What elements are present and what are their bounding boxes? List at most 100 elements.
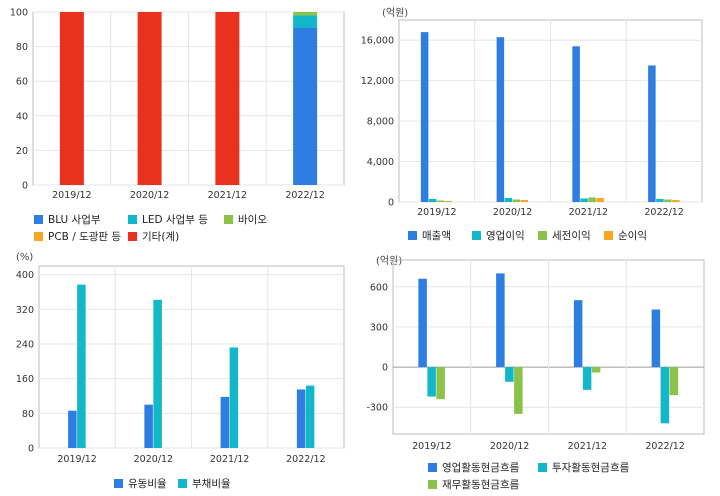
bar — [664, 199, 672, 202]
legend-income: 매출액 영업이익 세전이익 순이익 — [408, 228, 718, 246]
x-tick-label: 2020/12 — [493, 207, 532, 218]
bar — [144, 404, 153, 448]
legend-item-financing-cf: 재무활동현금흐름 — [428, 477, 519, 493]
bar — [591, 367, 601, 373]
bar — [512, 199, 521, 202]
bar — [293, 15, 318, 28]
bar — [137, 12, 162, 185]
chart-ratios: 0 80 160 240 320 400 2019/12 2020/12 2021/12 2022… — [16, 265, 345, 465]
legend-segments: BLU 사업부 LED 사업부 등 바이오 PCB / 도광판 등 기타(계) — [34, 212, 354, 246]
legend-label: 순이익 — [618, 230, 647, 242]
y-tick-label: 0 — [388, 198, 394, 209]
x-tick-label: 2021/12 — [208, 190, 247, 201]
bar — [520, 199, 529, 202]
y-tick-label: 16,000 — [361, 36, 394, 47]
x-tick-label: 2022/12 — [644, 207, 683, 218]
legend-label: LED 사업부 등 — [142, 214, 208, 226]
bar — [496, 273, 505, 368]
legend-swatch — [472, 231, 481, 240]
bar — [651, 309, 661, 368]
bar — [514, 367, 523, 414]
chart-income: 0 4,000 8,000 12,000 16,000 2019/12 2020/12 202… — [361, 19, 703, 218]
legend-item-investing-cf: 투자활동현금흐름 — [538, 460, 629, 476]
y-tick-label: 100 — [10, 8, 28, 19]
y-tick-label: 0 — [382, 363, 388, 374]
bar — [436, 367, 445, 400]
chart-panel-income: (억원) 0 4,000 8,000 12,000 16,000 2019/12 2020/… — [360, 0, 720, 248]
x-tick-label: 2019/12 — [412, 441, 451, 452]
x-tick-label: 2019/12 — [57, 454, 96, 465]
x-tick-label: 2022/12 — [286, 454, 325, 465]
x-tick-label: 2022/12 — [645, 441, 684, 452]
chart-panel-ratios: (%) 0 80 160 240 320 400 2019/12 2020/12 2021/12… — [0, 248, 360, 496]
legend-item-other: 기타(계) — [128, 229, 179, 245]
y-tick-label: 0 — [28, 444, 34, 455]
legend-swatch — [114, 479, 123, 488]
bar — [293, 12, 318, 16]
unit-label: (억원) — [376, 256, 403, 267]
legend-swatch — [128, 232, 137, 241]
y-tick-label: 20 — [16, 146, 28, 157]
legend-label: 투자활동현금흐름 — [552, 462, 630, 474]
y-tick-label: 400 — [16, 270, 34, 281]
bar — [580, 198, 588, 202]
bar — [293, 27, 318, 185]
legend-item-revenue: 매출액 — [408, 228, 451, 244]
legend-item-operating: 영업이익 — [472, 228, 525, 244]
legend-label: 기타(계) — [142, 231, 180, 243]
legend-swatch — [34, 232, 43, 241]
bar — [588, 197, 596, 202]
legend-swatch — [428, 463, 437, 472]
legend-swatch — [224, 215, 233, 224]
y-tick-label: 300 — [370, 322, 388, 333]
legend-item-led: LED 사업부 등 — [128, 212, 208, 228]
unit-label: (%) — [16, 252, 34, 263]
chart-segments: 0 20 40 60 80 100 2019/12 2020/12 2021/12 2022/12 — [10, 8, 345, 201]
chart-cashflow: -300 0 300 600 2019/12 2020/12 2021/12 2022/12 — [366, 259, 705, 452]
bar — [420, 32, 429, 203]
bar — [656, 198, 664, 202]
bar — [660, 367, 670, 424]
bar — [77, 284, 86, 448]
legend-label: 영업활동현금흐름 — [442, 462, 520, 474]
bar — [582, 367, 592, 390]
legend-label: 영업이익 — [486, 230, 525, 242]
legend-item-pretax: 세전이익 — [538, 228, 591, 244]
bar — [68, 410, 77, 448]
legend-swatch — [538, 463, 547, 472]
bar — [220, 396, 230, 448]
x-tick-label: 2020/12 — [130, 190, 169, 201]
x-tick-label: 2020/12 — [490, 441, 529, 452]
legend-label: BLU 사업부 — [48, 214, 101, 226]
bar — [427, 367, 436, 397]
legend-item-bio: 바이오 — [224, 212, 267, 228]
chart-panel-segments: 0 20 40 60 80 100 2019/12 2020/12 2021/12 2022/12… — [0, 0, 360, 248]
bar — [444, 200, 453, 202]
bar — [672, 199, 680, 202]
legend-label: 바이오 — [238, 214, 267, 226]
x-tick-label: 2019/12 — [52, 190, 91, 201]
bar — [215, 12, 240, 185]
y-tick-label: 40 — [16, 111, 28, 122]
x-tick-label: 2019/12 — [417, 207, 456, 218]
bar — [669, 367, 679, 396]
y-tick-label: 8,000 — [367, 117, 394, 128]
bar — [504, 197, 513, 202]
legend-swatch — [538, 231, 547, 240]
legend-swatch — [178, 479, 187, 488]
x-tick-label: 2022/12 — [285, 190, 324, 201]
legend-item-current-ratio: 유동비율 — [114, 476, 167, 492]
legend-item-operating-cf: 영업활동현금흐름 — [428, 460, 519, 476]
y-tick-label: 60 — [16, 77, 28, 88]
chart-panel-cashflow: (억원) -300 0 300 600 2019/12 2020/12 2021/12 202… — [360, 248, 720, 496]
bar — [229, 347, 239, 448]
x-tick-label: 2021/12 — [210, 454, 249, 465]
y-tick-label: 4,000 — [367, 157, 394, 168]
y-tick-label: 160 — [16, 374, 34, 385]
bar — [296, 389, 306, 448]
legend-cashflow: 영업활동현금흐름 투자활동현금흐름 재무활동현금흐름 — [428, 460, 718, 494]
y-tick-label: 240 — [16, 340, 34, 351]
bar — [496, 37, 505, 202]
y-tick-label: 600 — [370, 282, 388, 293]
y-tick-label: 320 — [16, 305, 34, 316]
